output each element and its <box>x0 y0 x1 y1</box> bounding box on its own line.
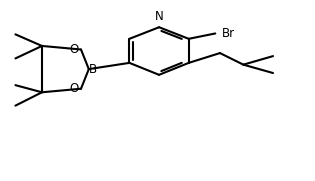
Text: O: O <box>69 43 78 56</box>
Text: Br: Br <box>221 27 235 40</box>
Text: O: O <box>69 82 78 95</box>
Text: B: B <box>89 63 97 76</box>
Text: N: N <box>155 10 163 23</box>
